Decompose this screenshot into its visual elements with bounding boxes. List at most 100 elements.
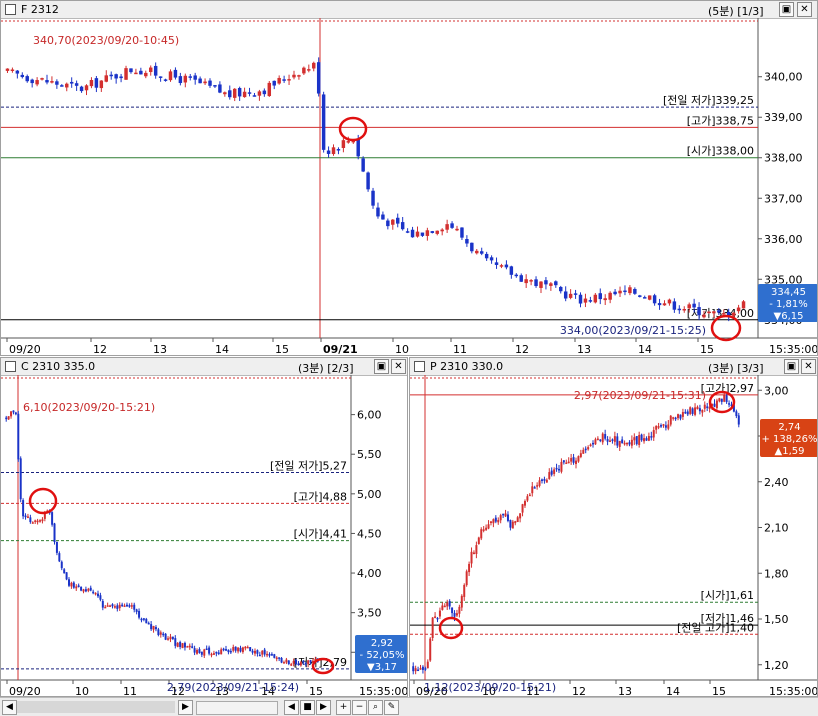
top-chart-canvas[interactable]: 340,00339,00338,00337,00336,00335,00334,… xyxy=(1,18,818,356)
candle-body xyxy=(14,412,17,415)
candle-body xyxy=(181,643,184,649)
candle-body xyxy=(218,84,222,93)
panel-checkbox[interactable] xyxy=(5,4,16,15)
candle-body xyxy=(609,440,612,442)
candle-body xyxy=(652,295,657,304)
scroll-right-icon[interactable]: ▶ xyxy=(178,700,193,715)
y-tick-label: 5,50 xyxy=(357,448,382,461)
candle-body xyxy=(539,281,543,288)
candle-body xyxy=(425,230,430,236)
panel-checkbox[interactable] xyxy=(414,361,425,372)
candle-body xyxy=(295,659,298,665)
candle-body xyxy=(440,229,444,232)
time-label: 15:35:00 xyxy=(769,343,818,356)
candle-body xyxy=(77,585,80,587)
candle-body xyxy=(431,617,434,638)
right-chart-canvas[interactable]: 3,002,702,402,101,801,501,2009/201011121… xyxy=(410,375,818,697)
close-icon[interactable]: ✕ xyxy=(801,359,816,374)
candle-body xyxy=(282,662,285,664)
candle-body xyxy=(246,646,249,649)
panel-checkbox[interactable] xyxy=(5,361,16,372)
candle-body xyxy=(589,444,592,447)
candle-body xyxy=(633,288,637,294)
scroll-left-icon[interactable]: ◀ xyxy=(2,700,17,715)
candle-body xyxy=(304,663,307,665)
candle-body xyxy=(326,150,331,154)
candle-body xyxy=(655,425,658,430)
candle-body xyxy=(173,69,178,78)
candle-body xyxy=(465,239,469,244)
top-chart-titlebar: F 2312 (5분) [1/3] ▣ ✕ xyxy=(1,1,817,19)
candle-body xyxy=(278,657,281,659)
candle-body xyxy=(232,88,237,98)
next-icon[interactable]: ▶ xyxy=(316,700,331,715)
scroll-track[interactable] xyxy=(17,701,175,713)
maximize-icon[interactable]: ▣ xyxy=(784,359,799,374)
candle-body xyxy=(523,501,526,506)
candle-body xyxy=(29,517,32,523)
candle-body xyxy=(227,649,230,653)
close-icon[interactable]: ✕ xyxy=(797,2,812,17)
candle-body xyxy=(312,62,316,69)
candle-body xyxy=(588,300,593,302)
candle-body xyxy=(741,301,746,309)
zoom-slider[interactable] xyxy=(196,701,278,715)
candle-body xyxy=(684,411,687,414)
candle-body xyxy=(114,74,118,79)
candle-body xyxy=(10,411,13,417)
candle-body xyxy=(43,512,46,519)
candle-body xyxy=(494,517,497,522)
maximize-icon[interactable]: ▣ xyxy=(779,2,794,17)
candle-body xyxy=(92,591,95,594)
candle-body xyxy=(232,647,235,651)
left-chart-canvas[interactable]: 6,005,505,004,504,003,503,0009/201011121… xyxy=(1,375,408,697)
candle-body xyxy=(30,79,34,84)
candle-body xyxy=(691,408,694,414)
price-badge xyxy=(760,419,817,457)
candle-body xyxy=(277,77,281,84)
candle-body xyxy=(186,646,189,648)
zoom-in-icon[interactable]: + xyxy=(336,700,351,715)
tool-icon[interactable]: ✎ xyxy=(384,700,399,715)
candle-body xyxy=(123,605,126,608)
close-icon[interactable]: ✕ xyxy=(391,359,406,374)
candle-body xyxy=(735,411,738,417)
candle-body xyxy=(506,514,509,521)
stop-icon[interactable]: ■ xyxy=(300,700,315,715)
maximize-icon[interactable]: ▣ xyxy=(374,359,389,374)
x-tick-label: 14 xyxy=(638,343,652,356)
candle-body xyxy=(682,309,686,311)
candle-body xyxy=(87,588,90,591)
zoom-out-icon[interactable]: − xyxy=(352,700,367,715)
candle-body xyxy=(657,303,662,306)
candle-body xyxy=(7,416,10,420)
search-icon[interactable]: ⌕ xyxy=(368,700,383,715)
candle-body xyxy=(579,453,582,457)
candle-body xyxy=(89,79,94,87)
candle-body xyxy=(220,649,223,655)
candle-body xyxy=(208,647,211,654)
y-tick-label: 1,20 xyxy=(764,659,789,672)
candle-body xyxy=(672,301,677,310)
candle-body xyxy=(593,294,598,303)
candle-body xyxy=(25,76,29,82)
candle-body xyxy=(241,647,244,653)
candle-body xyxy=(731,312,736,316)
candle-body xyxy=(244,646,247,649)
x-tick-label: 12 xyxy=(93,343,107,356)
prev-icon[interactable]: ◀ xyxy=(284,700,299,715)
candle-body xyxy=(109,605,112,607)
candle-body xyxy=(489,257,494,261)
candle-body xyxy=(572,457,575,463)
badge-percent: - 1,81% xyxy=(769,299,808,310)
candle-body xyxy=(502,513,505,516)
candle-body xyxy=(292,660,295,664)
candle-body xyxy=(228,90,232,98)
candle-body xyxy=(167,638,170,640)
reference-label: [저가]1,46 xyxy=(701,612,754,625)
candle-body xyxy=(36,520,39,523)
candle-body xyxy=(39,520,42,522)
candle-body xyxy=(633,437,636,441)
candle-body xyxy=(726,311,731,317)
candle-body xyxy=(611,439,614,441)
